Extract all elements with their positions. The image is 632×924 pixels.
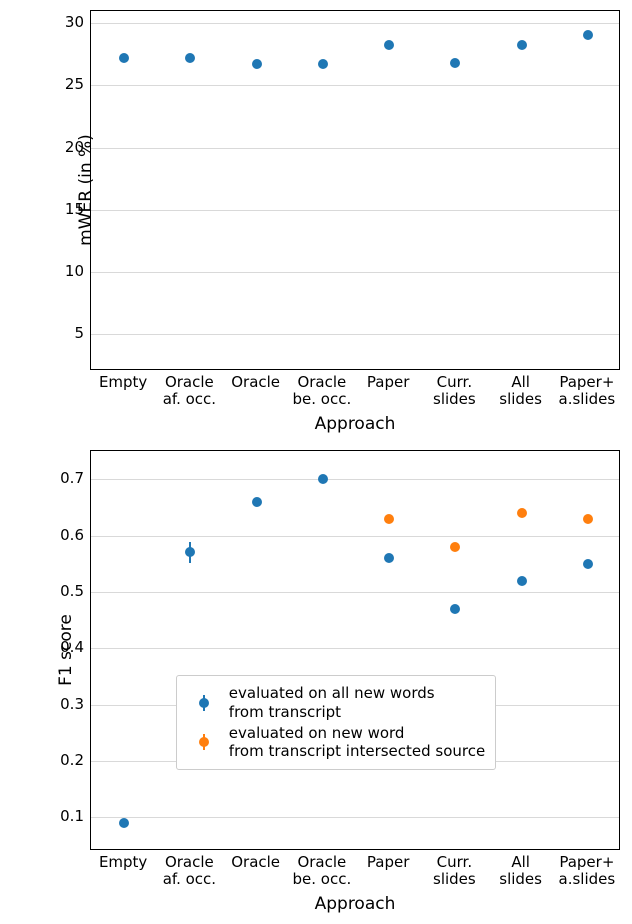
xtick-label: Oracle af. occ.: [163, 850, 216, 889]
gridline: [91, 817, 619, 818]
top-panel-plot-area: [90, 10, 620, 370]
data-point: [318, 474, 328, 484]
xtick-label: Empty: [99, 850, 147, 871]
data-point: [185, 547, 195, 557]
ytick-label: 5: [74, 324, 90, 342]
data-point: [384, 40, 394, 50]
ytick-label: 0.1: [60, 807, 90, 825]
data-point: [318, 59, 328, 69]
xtick-label: All slides: [499, 370, 542, 409]
data-point: [450, 542, 460, 552]
data-point: [252, 497, 262, 507]
bottom-panel: evaluated on all new words from transcri…: [90, 450, 620, 850]
legend-marker: [187, 732, 221, 752]
figure-container: 51015202530EmptyOracle af. occ.OracleOra…: [0, 0, 632, 924]
gridline: [91, 479, 619, 480]
gridline: [91, 536, 619, 537]
gridline: [91, 648, 619, 649]
bottom-panel-plot-area: evaluated on all new words from transcri…: [90, 450, 620, 850]
xtick-label: Oracle: [231, 370, 280, 391]
xtick-label: Paper+ a.slides: [559, 370, 616, 409]
ytick-label: 0.7: [60, 469, 90, 487]
xtick-label: Oracle: [231, 850, 280, 871]
gridline: [91, 148, 619, 149]
gridline: [91, 272, 619, 273]
xtick-label: Paper: [367, 370, 409, 391]
y-axis-label: F1 score: [56, 614, 76, 686]
ytick-label: 0.5: [60, 582, 90, 600]
legend-label: evaluated on new word from transcript in…: [229, 724, 485, 762]
legend-label: evaluated on all new words from transcri…: [229, 684, 435, 722]
legend-entry: evaluated on all new words from transcri…: [187, 684, 485, 722]
data-point: [384, 514, 394, 524]
data-point: [583, 30, 593, 40]
legend-entry: evaluated on new word from transcript in…: [187, 724, 485, 762]
ytick-label: 30: [65, 13, 90, 31]
data-point: [185, 53, 195, 63]
gridline: [91, 210, 619, 211]
xtick-label: Oracle af. occ.: [163, 370, 216, 409]
data-point: [583, 514, 593, 524]
legend-marker: [187, 693, 221, 713]
data-point: [583, 559, 593, 569]
data-point: [517, 40, 527, 50]
data-point: [450, 604, 460, 614]
xtick-label: Curr. slides: [433, 850, 476, 889]
gridline: [91, 85, 619, 86]
gridline: [91, 23, 619, 24]
ytick-label: 0.2: [60, 751, 90, 769]
xtick-label: Oracle be. occ.: [293, 850, 352, 889]
x-axis-label: Approach: [315, 894, 396, 914]
data-point: [450, 58, 460, 68]
legend: evaluated on all new words from transcri…: [176, 675, 496, 770]
data-point: [517, 576, 527, 586]
ytick-label: 0.6: [60, 526, 90, 544]
ytick-label: 10: [65, 262, 90, 280]
data-point: [119, 818, 129, 828]
xtick-label: All slides: [499, 850, 542, 889]
data-point: [119, 53, 129, 63]
data-point: [517, 508, 527, 518]
xtick-label: Empty: [99, 370, 147, 391]
ytick-label: 0.3: [60, 695, 90, 713]
y-axis-label: mWER (in %): [76, 134, 96, 246]
data-point: [384, 553, 394, 563]
data-point: [252, 59, 262, 69]
top-panel: 51015202530EmptyOracle af. occ.OracleOra…: [90, 10, 620, 370]
xtick-label: Oracle be. occ.: [293, 370, 352, 409]
gridline: [91, 592, 619, 593]
ytick-label: 25: [65, 75, 90, 93]
xtick-label: Paper+ a.slides: [559, 850, 616, 889]
gridline: [91, 334, 619, 335]
xtick-label: Curr. slides: [433, 370, 476, 409]
xtick-label: Paper: [367, 850, 409, 871]
x-axis-label: Approach: [315, 414, 396, 434]
